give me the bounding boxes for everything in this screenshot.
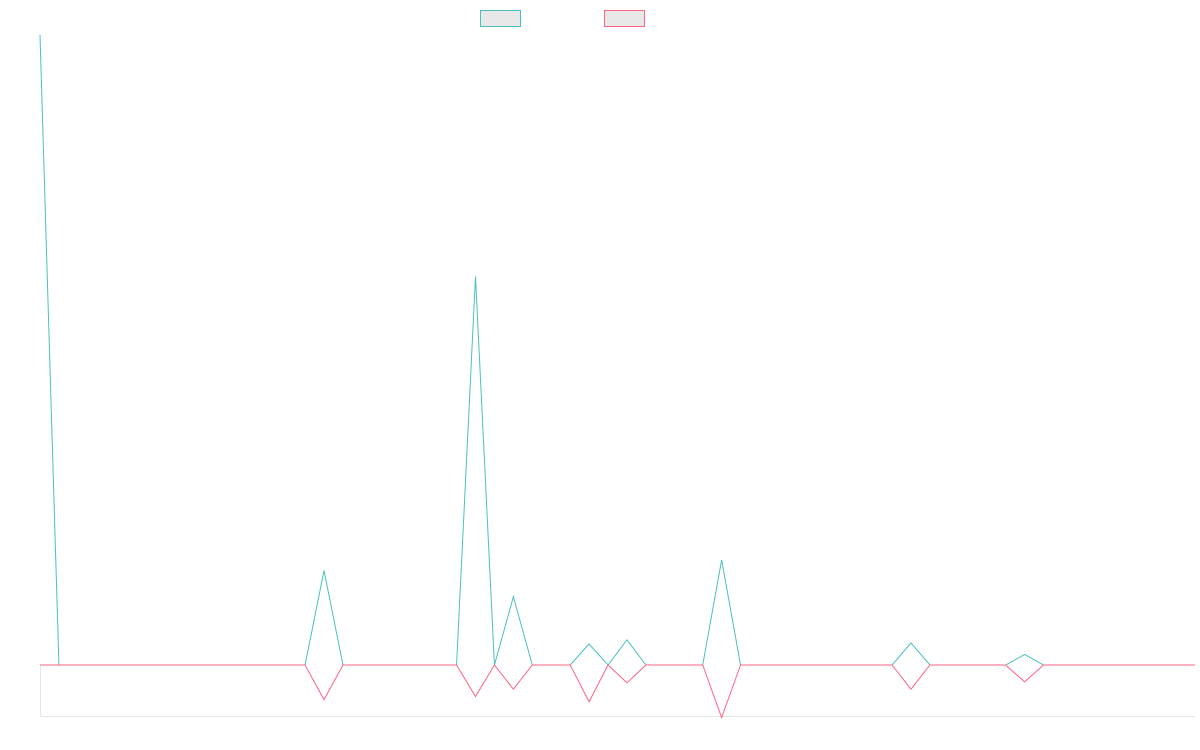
chart-legend[interactable] [480,10,645,27]
series-line-1 [39,34,1195,666]
legend-swatch-2[interactable] [604,10,645,27]
series-layer [39,34,1195,719]
chart-axes [40,665,1195,717]
legend-swatch-1[interactable] [480,10,521,27]
series-line-2 [40,664,1195,719]
